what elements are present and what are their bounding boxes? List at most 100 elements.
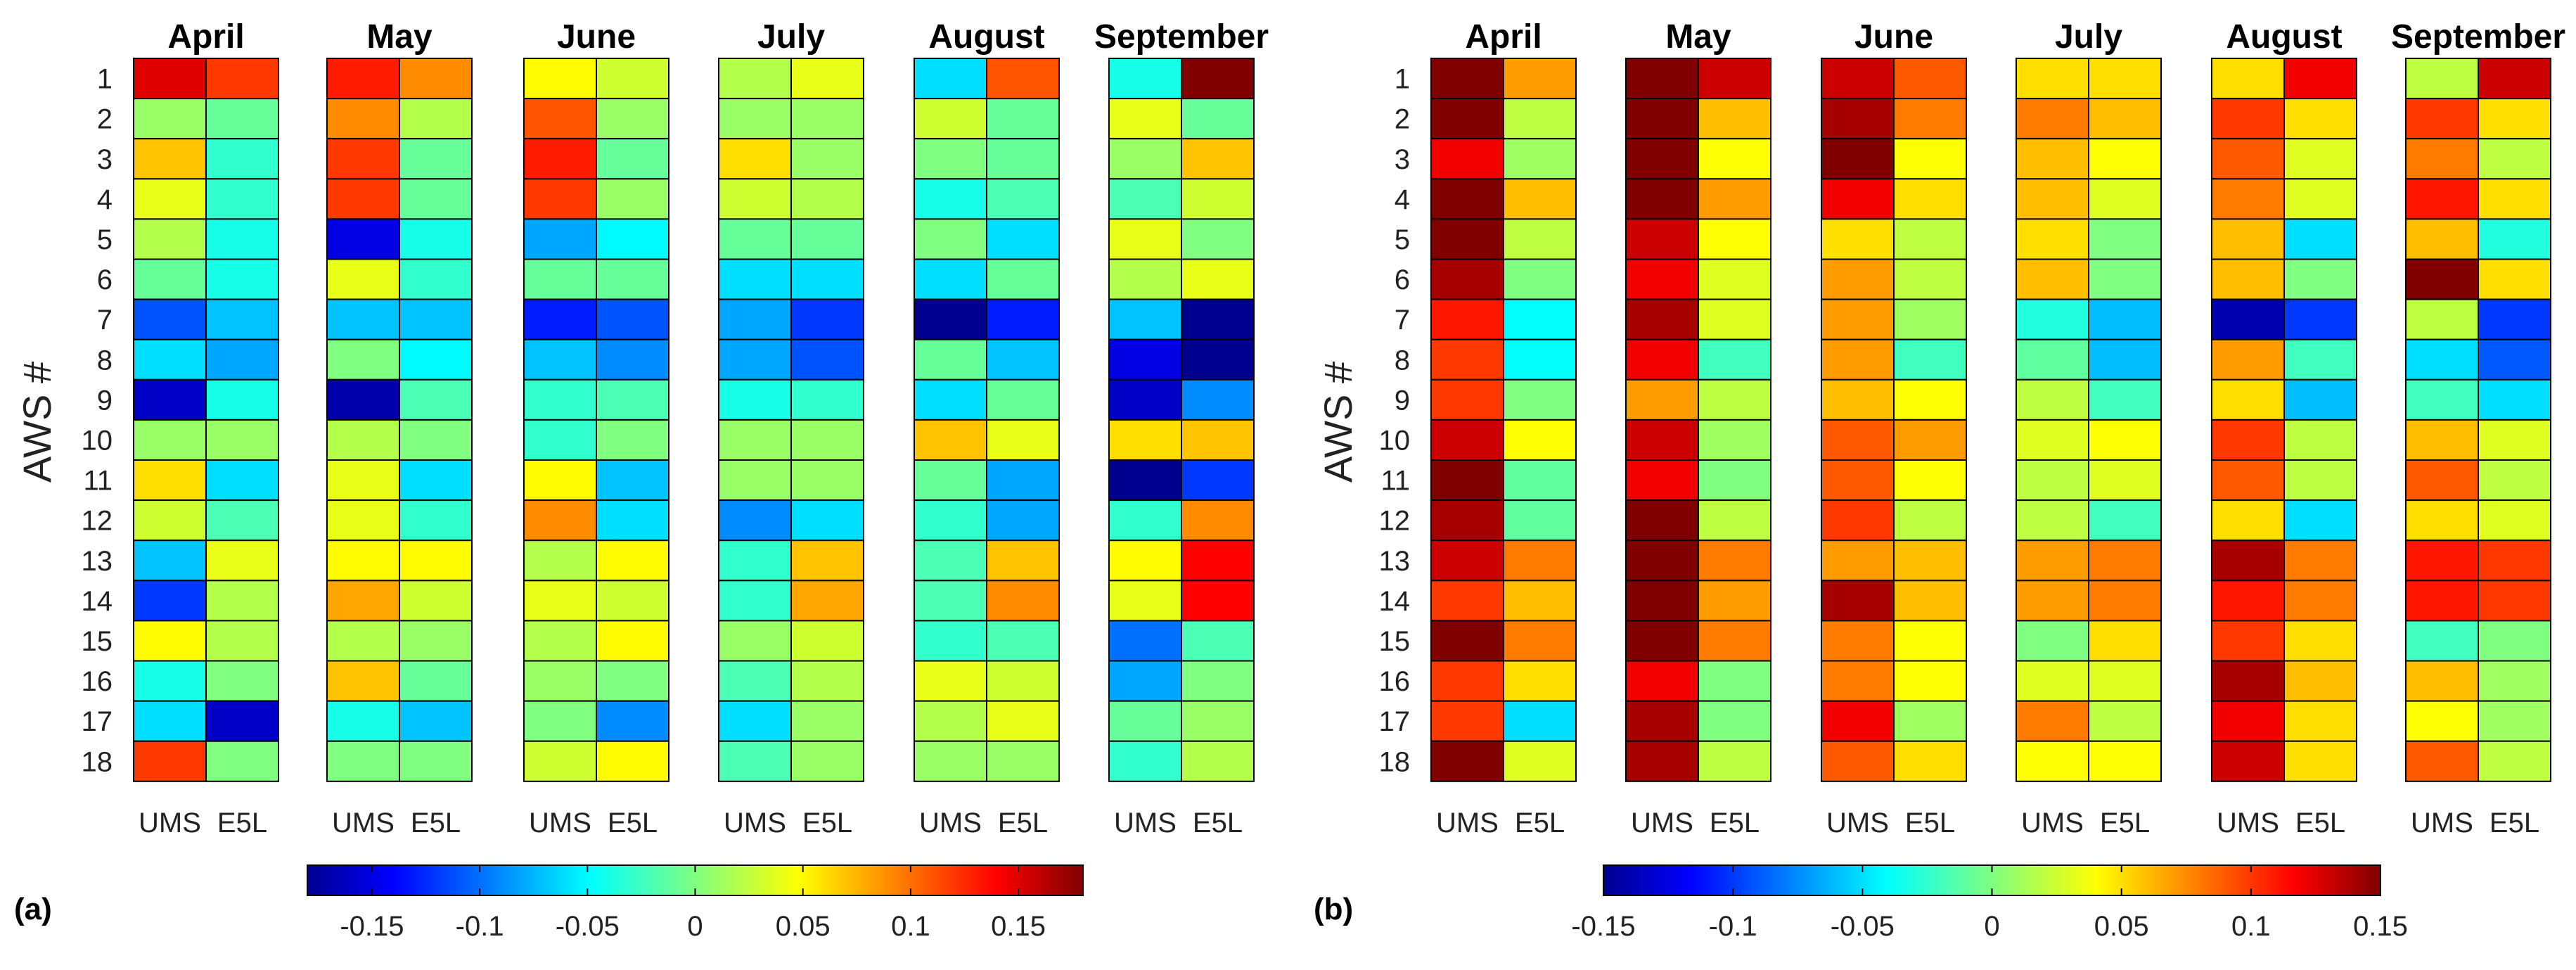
heatmap-cell <box>1698 499 1771 542</box>
heatmap-cell <box>326 98 400 140</box>
heatmap-cell <box>1503 258 1577 300</box>
heatmap-cell <box>2088 178 2162 220</box>
colorbar-tick-label: 0.1 <box>891 911 930 942</box>
heatmap-cell <box>1698 298 1771 340</box>
heatmap-cell <box>2211 620 2285 662</box>
heatmap-cell <box>718 580 792 622</box>
heatmap-cell <box>2211 419 2285 461</box>
row-tick-label: 10 <box>1379 425 1411 456</box>
heatmap-cell <box>2478 660 2551 702</box>
heatmap-cell <box>1108 178 1182 220</box>
row-tick-label: 12 <box>82 506 113 537</box>
colorbar: -0.15 -0.1 -0.05 0 0.05 0.1 0.15 <box>1571 864 2408 942</box>
heatmap-panel-b: (b)AWS #123456789101112131415161718April… <box>1314 18 2565 942</box>
row-tick-label: 16 <box>82 666 113 697</box>
heatmap-cell <box>1503 419 1577 461</box>
heatmap-cell <box>1625 700 1699 742</box>
heatmap-cell <box>523 58 597 100</box>
heatmap-cell <box>718 660 792 702</box>
heatmap-cell <box>986 660 1060 702</box>
heatmap-cell <box>326 700 400 742</box>
month-group-may: May UMS E5L <box>326 18 473 838</box>
row-tick-label: 1 <box>1395 64 1410 95</box>
heatmap-cell <box>1430 419 1504 461</box>
heatmap-cell <box>2211 740 2285 782</box>
heatmap-cell <box>790 499 864 542</box>
month-title: June <box>557 18 636 56</box>
heatmap-cell <box>1821 178 1895 220</box>
row-tick-label: 10 <box>82 425 113 456</box>
heatmap-cell <box>399 298 473 340</box>
heatmap-cell <box>1430 459 1504 502</box>
heatmap-cell <box>2283 620 2357 662</box>
heatmap-cell <box>914 540 987 582</box>
heatmap-cell <box>718 700 792 742</box>
heatmap-cell <box>1625 218 1699 260</box>
heatmap-cell <box>718 419 792 461</box>
heatmap-cell <box>2478 178 2551 220</box>
month-group-august: August UMS E5L <box>2211 18 2357 838</box>
row-tick-label: 6 <box>1395 264 1410 295</box>
heatmap-cell <box>986 419 1060 461</box>
heatmap-cell <box>205 338 279 381</box>
heatmap-cell <box>399 740 473 782</box>
heatmap-cell <box>1430 740 1504 782</box>
heatmap-cell <box>1108 419 1182 461</box>
heatmap-cell <box>1181 459 1255 502</box>
heatmap-cell <box>1698 58 1771 100</box>
heatmap-cell <box>2405 580 2479 622</box>
heatmap-cell <box>2478 499 2551 542</box>
month-title: May <box>1665 18 1731 56</box>
heatmap-cell <box>2211 178 2285 220</box>
column-label: E5L <box>1193 808 1243 838</box>
column-label: E5L <box>608 808 658 838</box>
colorbar-tick-label: -0.1 <box>456 911 504 942</box>
heatmap-cell <box>2088 419 2162 461</box>
heatmap-cell <box>2405 419 2479 461</box>
heatmap-cell <box>1430 58 1504 100</box>
heatmap-cell <box>1503 580 1577 622</box>
heatmap-cell <box>2405 378 2479 421</box>
heatmap-cell <box>2478 298 2551 340</box>
heatmap-cell <box>205 740 279 782</box>
panel-label: (a) <box>14 892 52 926</box>
heatmap-cell <box>1503 338 1577 381</box>
heatmap-cell <box>399 580 473 622</box>
heatmap-cell <box>1108 258 1182 300</box>
heatmap-cell <box>718 218 792 260</box>
heatmap-cell <box>1893 218 1967 260</box>
heatmap-cell <box>2283 298 2357 340</box>
column-label: E5L <box>1905 808 1955 838</box>
heatmap-cell <box>1893 700 1967 742</box>
heatmap-cell <box>1698 459 1771 502</box>
heatmap-cell <box>133 218 207 260</box>
heatmap-cell <box>1108 740 1182 782</box>
heatmap-cell <box>1893 338 1967 381</box>
heatmap-cell <box>1821 580 1895 622</box>
heatmap-cell <box>1893 499 1967 542</box>
heatmap-cell <box>2088 700 2162 742</box>
heatmap-cell <box>1430 258 1504 300</box>
heatmap-cell <box>2088 459 2162 502</box>
heatmap-cell <box>399 499 473 542</box>
heatmap-cell <box>1625 58 1699 100</box>
heatmap-cell <box>2088 298 2162 340</box>
heatmap-cell <box>1625 98 1699 140</box>
heatmap-cell <box>2088 740 2162 782</box>
colorbar-tick-label: -0.15 <box>340 911 404 942</box>
heatmap-cell <box>1181 258 1255 300</box>
heatmap-cell <box>986 338 1060 381</box>
heatmap-cell <box>326 499 400 542</box>
heatmap-cell <box>326 620 400 662</box>
month-title: May <box>366 18 432 56</box>
heatmap-cell <box>205 459 279 502</box>
heatmap-cell <box>205 700 279 742</box>
heatmap-cell <box>523 499 597 542</box>
heatmap-cell <box>1821 378 1895 421</box>
heatmap-cell <box>2088 580 2162 622</box>
heatmap-cell <box>133 580 207 622</box>
heatmap-cell <box>1181 540 1255 582</box>
heatmap-cell <box>326 459 400 502</box>
heatmap-cell <box>914 499 987 542</box>
heatmap-cell <box>2211 298 2285 340</box>
